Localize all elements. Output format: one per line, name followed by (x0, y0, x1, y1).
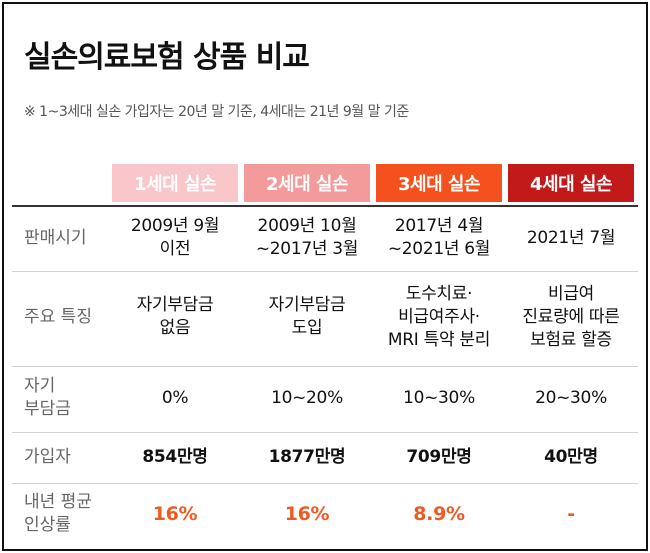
cell-deductible-gen2: 10~20% (271, 387, 343, 408)
cell-sale-period-gen2: 2009년 10월 ~2017년 3월 (255, 216, 359, 259)
cell-sale-period-gen1: 2009년 9월 이전 (130, 216, 220, 259)
cell-subscribers-gen3: 709만명 (406, 446, 472, 467)
column-header-gen1: 1세대 실손 (112, 164, 238, 202)
cell-increase-gen3: 8.9% (413, 502, 465, 525)
row-divider (12, 271, 638, 272)
cell-deductible-gen3: 10~30% (403, 387, 475, 408)
cell-sale-period-gen3: 2017년 4월 ~2021년 6월 (387, 216, 491, 259)
cell-subscribers-gen2: 1877만명 (268, 446, 346, 467)
cell-features-gen4: 비급여 진료량에 따른 보험료 할증 (522, 283, 620, 350)
cell-features-gen1: 자기부담금 없음 (136, 295, 214, 338)
cell-subscribers-gen4: 40만명 (544, 446, 598, 467)
cell-increase-gen4: - (567, 502, 575, 525)
cell-sale-period-gen4: 2021년 7월 (526, 227, 616, 248)
page-title: 실손의료보험 상품 비교 (24, 40, 310, 75)
column-header-gen2: 2세대 실손 (244, 164, 370, 202)
cell-deductible-gen1: 0% (161, 387, 189, 408)
cell-features-gen2: 자기부담금 도입 (268, 295, 346, 338)
cell-features-gen3: 도수치료· 비급여주사· MRI 특약 분리 (387, 283, 491, 350)
header-divider (12, 205, 638, 207)
row-label-sale-period: 판매시기 (24, 227, 87, 248)
row-divider (12, 366, 638, 367)
cell-subscribers-gen1: 854만명 (142, 446, 208, 467)
row-label-deductible: 자기 부담금 (24, 376, 71, 419)
cell-deductible-gen4: 20~30% (535, 387, 607, 408)
row-divider (12, 432, 638, 433)
column-header-gen4: 4세대 실손 (508, 164, 634, 202)
row-label-subscribers: 가입자 (24, 446, 71, 467)
cell-increase-gen2: 16% (284, 502, 330, 525)
row-divider (12, 483, 638, 484)
subtitle-note: ※ 1~3세대 실손 가입자는 20년 말 기준, 4세대는 21년 9월 말 … (24, 104, 409, 120)
row-label-features: 주요 특징 (24, 306, 92, 327)
row-label-increase: 내년 평균 인상률 (24, 492, 92, 535)
cell-increase-gen1: 16% (152, 502, 198, 525)
column-header-gen3: 3세대 실손 (376, 164, 502, 202)
